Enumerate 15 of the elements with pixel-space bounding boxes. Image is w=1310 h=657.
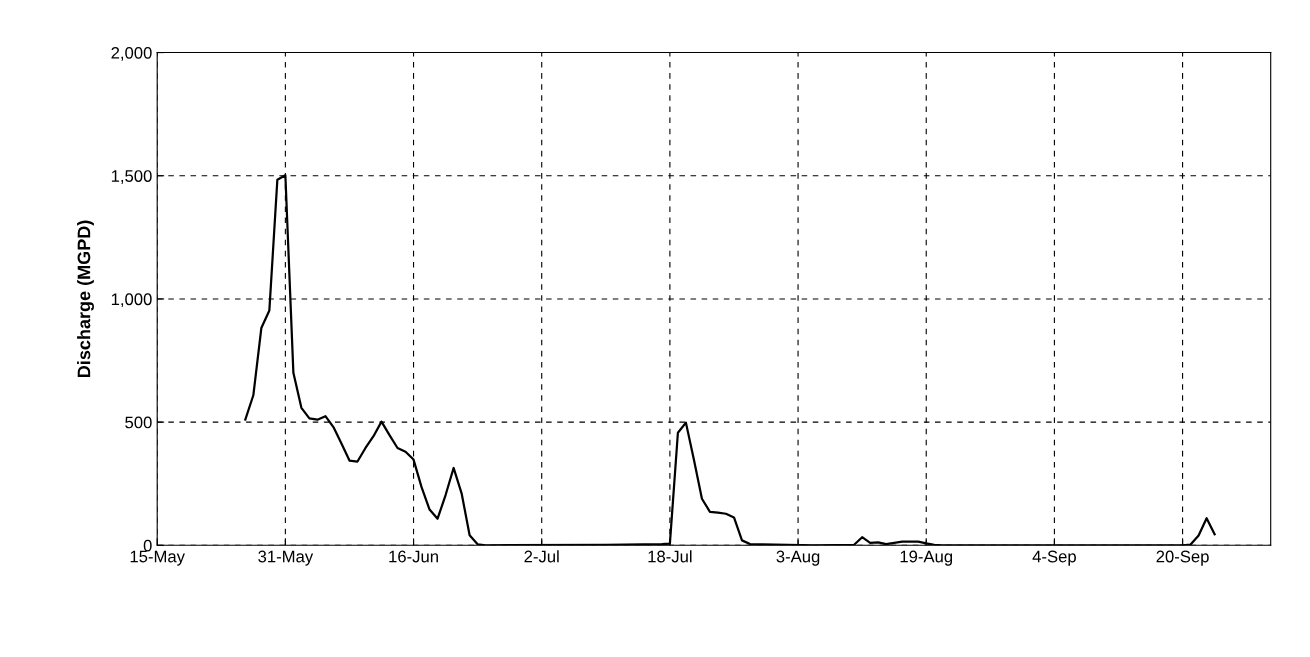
y-tick-label: 500 [125,416,152,429]
y-tick-label: 1,000 [111,293,152,308]
x-tick-label: 3-Aug [776,550,820,566]
y-tick-label: 0 [143,539,152,552]
x-tick-label: 2-Jul [524,550,559,563]
x-tick-label: 15-May [130,550,185,566]
x-tick-label: 18-Jul [648,550,692,563]
y-tick-label: 1,500 [111,170,152,184]
y-axis-title: Discharge (MGPD) [77,220,94,377]
x-tick-label: 16-Jun [389,550,438,563]
x-tick-label: 31-May [258,550,314,566]
x-tick-label: 4-Sep [1032,550,1076,566]
y-tick-label: 2,000 [111,46,152,61]
x-tick-label: 19-Aug [900,550,953,566]
x-tick-label: 20-Sep [1156,550,1209,566]
